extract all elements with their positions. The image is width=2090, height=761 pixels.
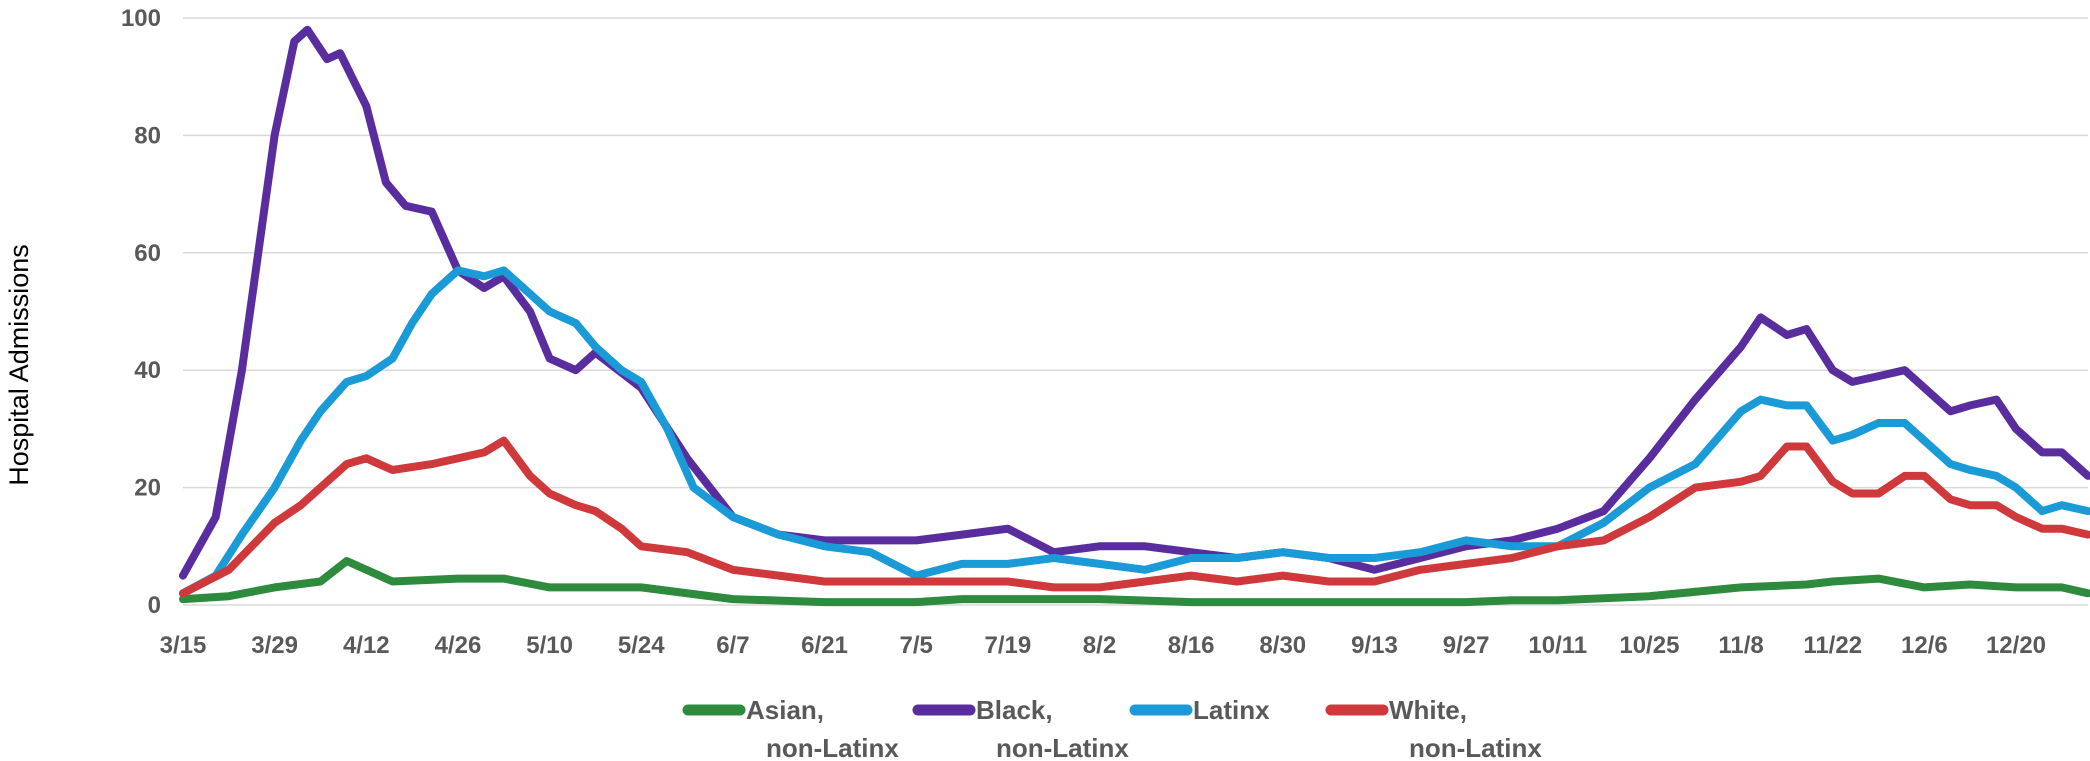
x-tick-label: 8/2 [1083, 632, 1116, 659]
x-tick-label: 9/13 [1351, 632, 1398, 659]
y-axis-ticks: 0 20 40 60 80 100 [121, 5, 161, 619]
x-tick-label: 10/11 [1528, 632, 1587, 659]
x-tick-label: 6/7 [716, 632, 749, 659]
y-tick-label: 40 [134, 357, 161, 384]
y-axis-label: Hospital Admissions [4, 244, 34, 486]
legend-label-1: Asian, non-Latinx [746, 695, 899, 761]
series-line-1 [179, 557, 2090, 607]
x-tick-label: 3/29 [251, 632, 298, 659]
y-tick-label: 60 [134, 240, 161, 267]
legend-label-2: Black, non-Latinx [976, 695, 1129, 761]
y-tick-label: 80 [134, 122, 161, 149]
legend-label-4: White, non-Latinx [1389, 695, 1542, 761]
x-tick-label: 4/12 [343, 632, 390, 659]
series-line-3 [179, 266, 2090, 598]
series-lines [179, 25, 2090, 607]
series-line-2 [179, 25, 2090, 580]
x-tick-label: 10/25 [1619, 632, 1679, 659]
x-tick-label: 11/8 [1718, 632, 1763, 659]
x-tick-label: 12/20 [1986, 632, 2046, 659]
x-tick-label: 7/5 [900, 632, 933, 659]
y-tick-label: 0 [148, 592, 161, 619]
y-tick-label: 20 [134, 475, 161, 502]
x-tick-label: 4/26 [435, 632, 482, 659]
x-tick-label: 8/16 [1168, 632, 1215, 659]
x-tick-label: 5/10 [526, 632, 573, 659]
x-tick-label: 11/22 [1803, 632, 1862, 659]
legend-label-3: Latinx [1193, 695, 1270, 725]
x-axis-ticks: 3/15 3/29 4/12 4/26 5/10 5/24 6/7 6/21 7/5 7/19 8/… [160, 632, 2046, 659]
x-tick-label: 6/21 [801, 632, 848, 659]
legend: Asian, non-Latinx Black, non-Latinx Latinx Wh… [682, 695, 1542, 761]
x-tick-label: 12/6 [1901, 632, 1948, 659]
gridlines [183, 17, 2088, 606]
y-tick-label: 100 [121, 5, 161, 32]
x-tick-label: 5/24 [618, 632, 665, 659]
x-tick-label: 7/19 [984, 632, 1031, 659]
x-tick-label: 9/27 [1443, 632, 1490, 659]
x-tick-label: 8/30 [1259, 632, 1306, 659]
series-line-4 [179, 436, 2090, 598]
x-tick-label: 3/15 [160, 632, 207, 659]
